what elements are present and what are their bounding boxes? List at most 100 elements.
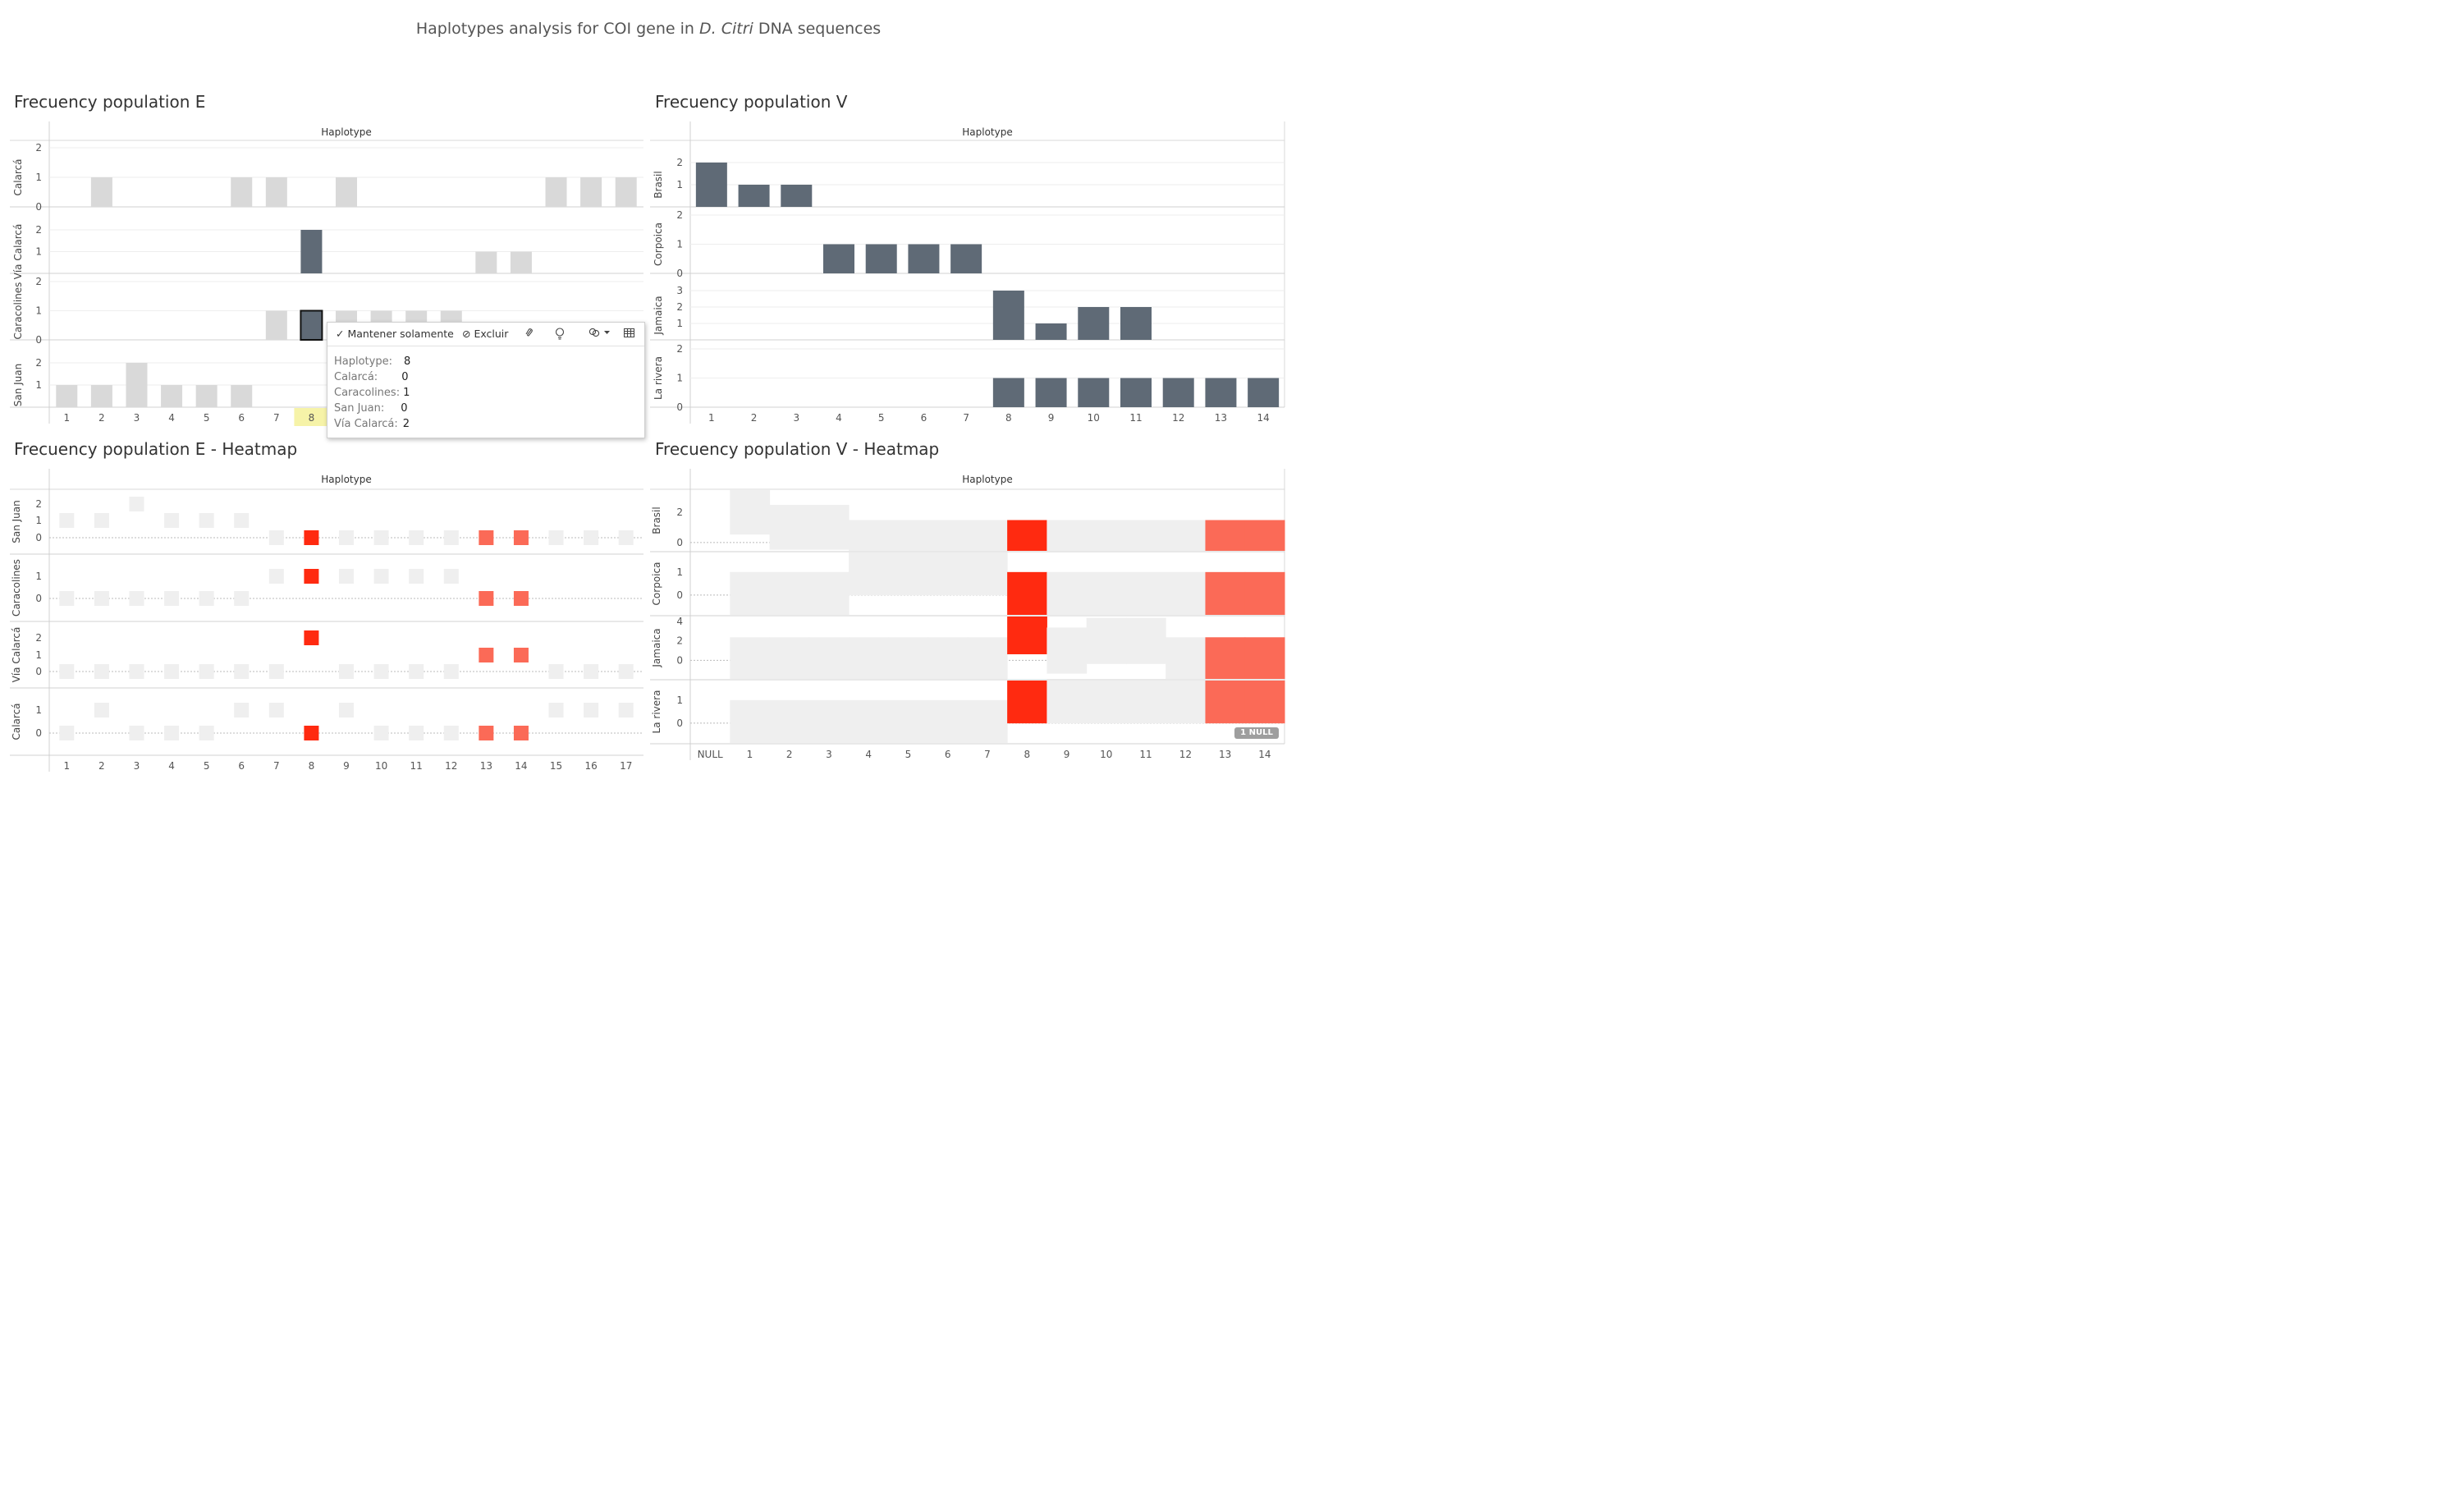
tooltip-toolbar: ✓ Mantener solamente ⊘ Excluir xyxy=(327,323,644,346)
x-tick-label: 10 xyxy=(1088,412,1100,424)
heat-cell xyxy=(373,664,389,679)
keep-only-label: Mantener solamente xyxy=(347,328,454,340)
null-badge[interactable]: 1 NULL xyxy=(1234,727,1279,739)
heat-cell xyxy=(339,569,354,584)
group-members-icon[interactable] xyxy=(589,328,610,340)
row-label: La rivera xyxy=(653,356,664,400)
y-tick-label: 2 xyxy=(676,209,683,221)
heat-cell xyxy=(94,591,109,606)
heat-cell xyxy=(584,664,599,679)
heat-cell xyxy=(443,726,459,740)
x-tick-label: 13 xyxy=(1219,749,1231,760)
x-tick-label: NULL xyxy=(698,749,723,760)
y-tick-label: 0 xyxy=(35,334,42,346)
row-label: Calarcá xyxy=(12,158,24,195)
y-tick-label: 2 xyxy=(676,301,683,313)
heat-cell xyxy=(730,637,771,679)
exclude-button[interactable]: ⊘ Excluir xyxy=(462,328,508,340)
heat-cell xyxy=(730,699,771,743)
bar xyxy=(195,385,218,407)
heat-cell xyxy=(409,726,424,740)
tooltip-details: Haplotype: 8 Calarcá: 0 Caracolines: 1 San … xyxy=(334,354,410,432)
x-tick-label: 6 xyxy=(238,412,245,424)
heat-cell xyxy=(304,630,319,645)
y-tick-label: 2 xyxy=(35,224,42,236)
lightbulb-icon[interactable] xyxy=(555,328,565,342)
y-tick-label: 0 xyxy=(35,201,42,213)
y-tick-label: 1 xyxy=(35,305,42,317)
y-tick-label: 1 xyxy=(35,515,42,526)
heat-cell xyxy=(1047,681,1088,724)
heat-cell xyxy=(339,664,354,679)
bar xyxy=(300,309,323,341)
heat-cell xyxy=(409,530,424,545)
heat-cell xyxy=(769,637,810,679)
y-tick-label: 1 xyxy=(35,379,42,391)
heat-cell xyxy=(808,699,850,743)
check-icon: ✓ xyxy=(336,328,345,340)
heat-cell xyxy=(967,699,1008,743)
x-tick-label: 7 xyxy=(963,412,969,424)
y-tick-label: 1 xyxy=(676,694,683,706)
heat-cell xyxy=(199,664,214,679)
heat-cell xyxy=(927,520,969,551)
y-tick-label: 2 xyxy=(676,157,683,168)
bar xyxy=(1162,378,1194,407)
y-tick-label: 1 xyxy=(676,566,683,578)
bar xyxy=(1035,378,1067,407)
y-tick-label: 2 xyxy=(35,498,42,510)
x-tick-label: 1 xyxy=(63,412,70,424)
heat-cell xyxy=(234,703,250,717)
x-tick-label: 14 xyxy=(515,760,527,772)
x-tick-label: 6 xyxy=(921,412,927,424)
y-tick-label: 2 xyxy=(35,632,42,644)
heat-cell xyxy=(1244,571,1285,615)
y-tick-label: 0 xyxy=(35,593,42,604)
heat-cell xyxy=(443,530,459,545)
bar xyxy=(695,163,727,207)
paperclip-icon[interactable] xyxy=(524,328,534,342)
row-label: Calarcá xyxy=(11,703,22,740)
heat-cell xyxy=(199,726,214,740)
tooltip: ✓ Mantener solamente ⊘ Excluir Haplotype… xyxy=(327,322,645,438)
bar xyxy=(265,177,287,207)
tooltip-row: Vía Calarcá: 2 xyxy=(334,418,410,430)
y-tick-label: 0 xyxy=(676,717,683,729)
heat-cell xyxy=(1125,681,1166,724)
y-tick-label: 2 xyxy=(676,343,683,355)
heat-cell xyxy=(234,591,250,606)
y-tick-label: 3 xyxy=(676,285,683,296)
y-tick-label: 1 xyxy=(35,649,42,661)
tooltip-row: San Juan: 0 xyxy=(334,402,408,415)
y-tick-label: 0 xyxy=(676,268,683,279)
heat-cell xyxy=(409,664,424,679)
heat-cell xyxy=(94,664,109,679)
heat-cell xyxy=(164,664,180,679)
row-label: San Juan xyxy=(11,500,22,543)
heat-cell xyxy=(1166,681,1206,724)
row-label: Jamaica xyxy=(653,296,664,335)
x-tick-label: 6 xyxy=(238,760,245,772)
heat-cell xyxy=(513,591,529,606)
heat-cell xyxy=(1086,571,1127,615)
x-tick-label: 9 xyxy=(343,760,350,772)
heat-cell xyxy=(479,530,494,545)
keep-only-button[interactable]: ✓ Mantener solamente xyxy=(336,328,454,340)
heat-cell xyxy=(479,726,494,740)
heat-cell xyxy=(927,552,969,596)
x-tick-label: 4 xyxy=(836,412,842,424)
heat-cell xyxy=(1244,520,1285,551)
heat-cell xyxy=(730,571,771,615)
y-tick-label: 1 xyxy=(35,172,42,183)
bar xyxy=(300,230,323,273)
x-tick-label: 1 xyxy=(747,749,753,760)
y-tick-label: 2 xyxy=(35,142,42,154)
heat-cell xyxy=(1086,617,1127,664)
heat-cell xyxy=(808,637,850,679)
heat-cell xyxy=(373,530,389,545)
x-tick-label: 10 xyxy=(375,760,387,772)
view-data-icon[interactable] xyxy=(624,328,634,340)
heat-cell xyxy=(268,664,284,679)
y-tick-label: 1 xyxy=(35,704,42,716)
x-axis-title: Haplotype xyxy=(321,474,371,485)
